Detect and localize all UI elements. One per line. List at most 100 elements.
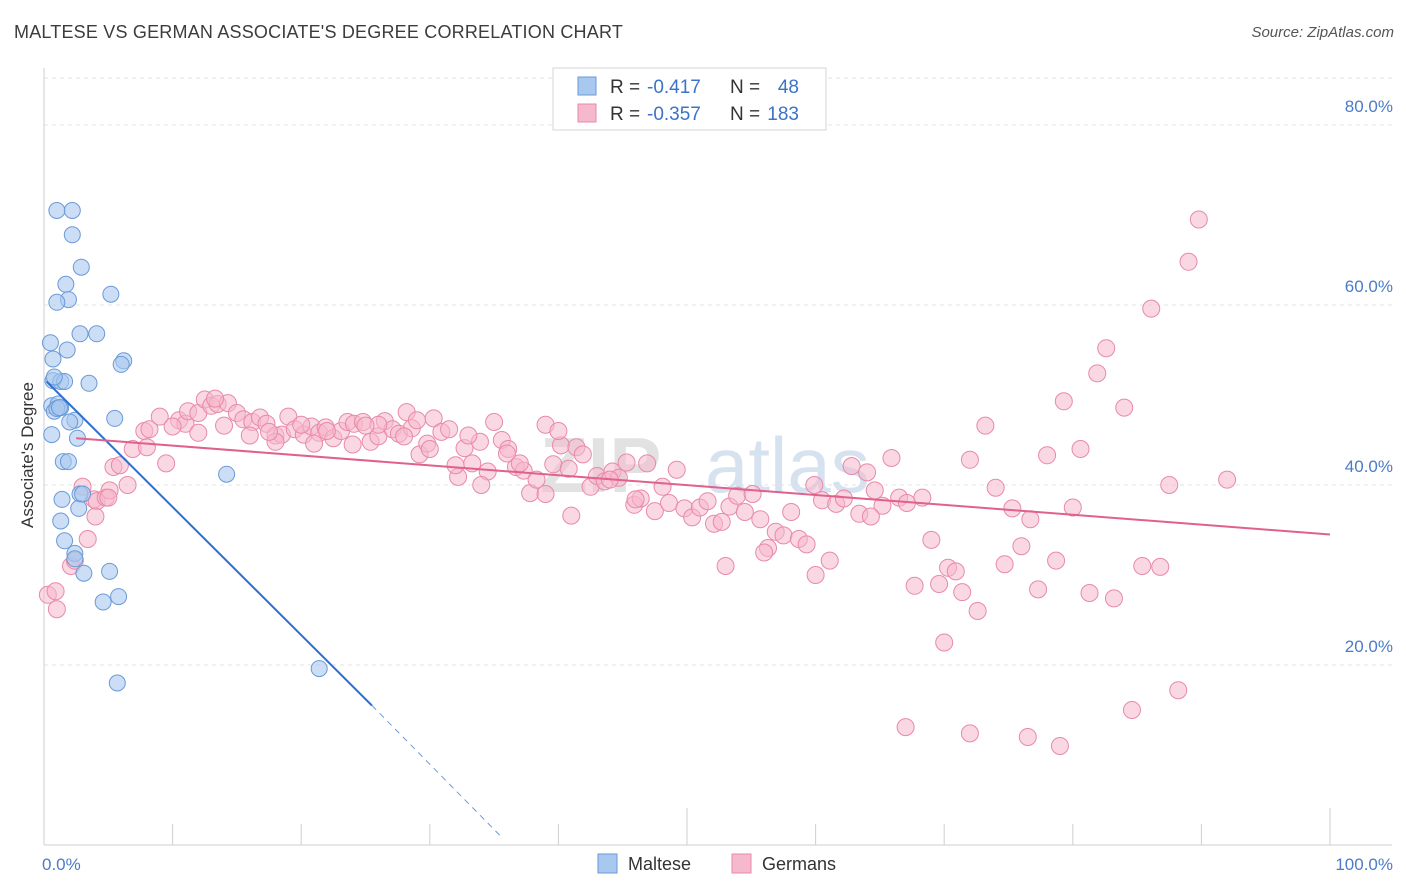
maltese-point — [106, 409, 124, 427]
maltese-point — [52, 512, 70, 530]
german-point — [1088, 364, 1107, 383]
german-point — [317, 422, 336, 440]
german-point — [544, 455, 563, 474]
german-point — [653, 477, 672, 496]
german-point — [110, 456, 129, 475]
x-tick-label-0: 0.0% — [42, 855, 81, 874]
german-point — [976, 416, 995, 435]
german-point — [140, 420, 159, 439]
german-point — [805, 476, 824, 494]
x-tick-labels: 0.0% 100.0% — [42, 855, 1393, 874]
german-point — [930, 575, 949, 593]
german-points — [38, 210, 1237, 755]
german-point — [645, 502, 664, 521]
german-point — [1218, 470, 1237, 489]
german-point — [946, 562, 965, 581]
maltese-point — [70, 499, 88, 517]
german-point — [305, 434, 324, 453]
german-point — [47, 600, 66, 619]
german-point — [922, 530, 941, 549]
maltese-point — [72, 258, 90, 276]
german-point — [659, 494, 678, 512]
german-point — [472, 476, 491, 494]
legend-r-value-maltese: -0.417 — [647, 77, 701, 98]
german-point — [1151, 557, 1170, 576]
maltese-point — [44, 350, 62, 368]
german-point — [716, 557, 735, 575]
german-point — [292, 415, 311, 434]
maltese-point — [41, 334, 59, 352]
maltese-point — [45, 368, 63, 386]
german-point — [260, 422, 279, 441]
german-point — [960, 450, 979, 469]
german-point — [865, 481, 884, 500]
german-point — [536, 485, 555, 503]
german-point — [559, 459, 578, 478]
german-point — [1169, 681, 1188, 700]
series-legend-label-maltese: Maltese — [628, 854, 691, 874]
series-legend-swatch-germans — [731, 853, 752, 874]
legend-n-value-germans: 183 — [767, 104, 799, 125]
german-point — [573, 445, 592, 464]
german-point — [986, 478, 1005, 497]
german-point — [1012, 537, 1031, 556]
maltese-point — [74, 485, 92, 503]
maltese-point — [63, 202, 81, 219]
maltese-point — [43, 426, 61, 444]
german-point — [1179, 252, 1198, 271]
german-point — [206, 389, 225, 408]
german-point — [1189, 210, 1208, 229]
x-tick-label-1: 100.0% — [1335, 855, 1393, 874]
grid-lines — [44, 77, 1392, 666]
german-point — [163, 417, 182, 436]
german-point — [459, 426, 478, 445]
german-point — [562, 506, 581, 525]
maltese-point — [50, 399, 68, 417]
y-axis-title: Associate's Degree — [18, 382, 37, 528]
german-point — [968, 602, 987, 620]
german-point — [1133, 557, 1152, 575]
german-point — [1038, 446, 1057, 465]
german-point — [1029, 580, 1048, 599]
german-point — [755, 543, 774, 562]
german-point — [626, 490, 645, 509]
german-point — [1122, 701, 1141, 719]
y-tick-label-2: 40.0% — [1345, 457, 1393, 476]
german-point — [995, 555, 1014, 574]
legend-n-label-maltese: N = — [730, 77, 760, 98]
german-point — [1003, 499, 1022, 518]
german-point — [240, 426, 259, 445]
german-point — [407, 411, 426, 430]
german-point — [1047, 551, 1066, 570]
german-point — [78, 530, 97, 548]
y-tick-label-1: 60.0% — [1345, 277, 1393, 296]
maltese-trend-line — [45, 380, 373, 707]
german-point — [1104, 589, 1123, 608]
series-legend: Maltese Germans — [597, 853, 836, 874]
german-point — [46, 582, 65, 601]
german-point — [820, 551, 839, 570]
german-point — [510, 454, 529, 473]
german-point — [1021, 510, 1040, 529]
maltese-point — [63, 226, 81, 244]
maltese-point — [80, 374, 98, 392]
german-point — [1080, 584, 1099, 602]
german-point — [751, 510, 770, 529]
maltese-point — [94, 593, 112, 611]
maltese-point — [310, 660, 328, 678]
maltese-point — [108, 674, 126, 692]
maltese-point — [66, 550, 84, 568]
maltese-point — [57, 275, 75, 293]
german-point — [99, 488, 118, 507]
legend-swatch-maltese — [577, 76, 597, 96]
legend-r-label-germans: R = — [610, 104, 640, 125]
german-point — [137, 438, 156, 457]
german-point — [782, 503, 801, 521]
german-point — [549, 422, 568, 440]
german-point — [638, 454, 657, 473]
german-point — [797, 535, 816, 554]
german-point — [743, 485, 762, 503]
maltese-point — [71, 325, 89, 343]
german-point — [1063, 498, 1082, 517]
